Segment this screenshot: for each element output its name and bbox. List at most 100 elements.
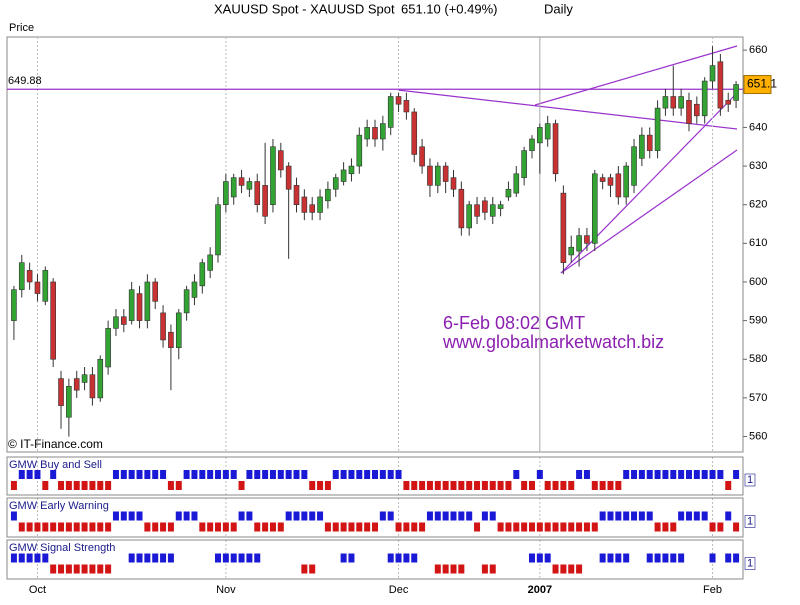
- candle-body: [387, 96, 394, 128]
- signal-bar: [301, 564, 308, 574]
- candle-body: [497, 204, 504, 209]
- signal-bar: [160, 470, 167, 479]
- candle-body: [246, 181, 253, 190]
- signal-bar: [419, 481, 426, 490]
- candle-body: [646, 134, 653, 151]
- signal-bar: [58, 564, 65, 574]
- candle-body: [215, 204, 221, 256]
- signal-bar: [18, 553, 25, 563]
- panel-label: Price: [9, 22, 34, 34]
- signal-bar: [332, 470, 339, 479]
- signal-bar: [160, 522, 167, 532]
- y-tick-label: 610: [749, 237, 767, 249]
- signal-bar: [254, 470, 261, 479]
- signal-bar: [434, 511, 441, 521]
- y-tick-label: 660: [749, 44, 767, 56]
- signal-bar: [191, 470, 198, 479]
- signal-bar: [583, 470, 590, 479]
- signal-bar: [144, 522, 151, 532]
- signal-bar: [42, 522, 49, 532]
- signal-bar: [450, 511, 457, 521]
- signal-bar: [599, 553, 606, 563]
- signal-bar: [269, 522, 276, 532]
- signal-bar: [89, 564, 96, 574]
- candle-body: [26, 270, 33, 283]
- copyright: © IT-Finance.com: [8, 437, 103, 451]
- signal-bar: [583, 522, 590, 532]
- candle-body: [207, 254, 213, 271]
- signal-bar: [466, 511, 473, 521]
- signal-bar: [152, 522, 159, 532]
- signal-bar: [387, 470, 394, 479]
- signal-bar: [685, 470, 692, 479]
- signal-bar: [34, 470, 41, 479]
- signal-bar: [693, 470, 700, 479]
- y-tick-label: 600: [749, 276, 767, 288]
- candle-body: [615, 173, 622, 198]
- signal-bar: [379, 511, 386, 521]
- signal-bar: [536, 470, 543, 479]
- signal-bar: [34, 522, 41, 532]
- candle-body: [223, 181, 229, 206]
- signal-bar: [521, 522, 528, 532]
- candle-body: [348, 165, 355, 175]
- signal-bar: [26, 470, 33, 479]
- candle-body: [419, 146, 425, 167]
- signal-bar: [670, 553, 677, 563]
- candle-body: [529, 138, 535, 151]
- signal-bar: [379, 470, 386, 479]
- y-tick-label: 640: [749, 121, 767, 133]
- signal-bar: [97, 481, 104, 490]
- signal-bar: [442, 481, 449, 490]
- signal-bar: [387, 511, 394, 521]
- signal-bar: [717, 470, 724, 479]
- signal-bar: [395, 470, 402, 479]
- signal-bar: [128, 553, 135, 563]
- signal-bar: [18, 470, 25, 479]
- signal-bar: [693, 511, 700, 521]
- candle-body: [513, 173, 520, 194]
- x-tick-label: Nov: [216, 584, 236, 596]
- candle-body: [66, 386, 72, 418]
- candle-body: [18, 262, 25, 291]
- signal-bar: [73, 481, 80, 490]
- signal-bar: [576, 564, 583, 574]
- reference-label: 649.88: [8, 75, 42, 87]
- candle-body: [332, 177, 339, 190]
- signal-bar: [631, 470, 638, 479]
- signal-bar: [411, 553, 418, 563]
- annotation: www.globalmarketwatch.biz: [442, 332, 664, 352]
- signal-bar: [481, 511, 488, 521]
- signal-bar: [662, 522, 669, 532]
- y-tick-label: 590: [749, 315, 767, 327]
- signal-bar: [167, 481, 174, 490]
- signal-bar: [544, 553, 551, 563]
- signal-bar: [615, 511, 622, 521]
- signal-bar: [560, 564, 567, 574]
- signal-bar: [701, 511, 708, 521]
- signal-bar: [662, 470, 669, 479]
- signal-bar: [324, 522, 331, 532]
- signal-bar: [733, 470, 740, 479]
- signal-bar: [120, 470, 127, 479]
- signal-bar: [733, 553, 740, 563]
- candle-body: [544, 123, 551, 140]
- candle-body: [576, 235, 582, 252]
- period: Daily: [544, 1, 573, 16]
- candle-body: [591, 173, 598, 244]
- signal-bar: [254, 553, 261, 563]
- signal-bar: [26, 553, 33, 563]
- signal-bar: [73, 564, 80, 574]
- candle-body: [270, 146, 276, 206]
- signal-bar: [709, 470, 716, 479]
- signal-bar: [395, 522, 402, 532]
- candle-body: [97, 358, 104, 399]
- candle-body: [537, 127, 543, 144]
- candle-body: [317, 196, 323, 213]
- signal-bar: [513, 470, 520, 479]
- signal-bar: [215, 522, 222, 532]
- signal-bar: [317, 511, 324, 521]
- candle-body: [623, 165, 629, 198]
- candle-body: [482, 200, 488, 213]
- signal-bar: [277, 522, 284, 532]
